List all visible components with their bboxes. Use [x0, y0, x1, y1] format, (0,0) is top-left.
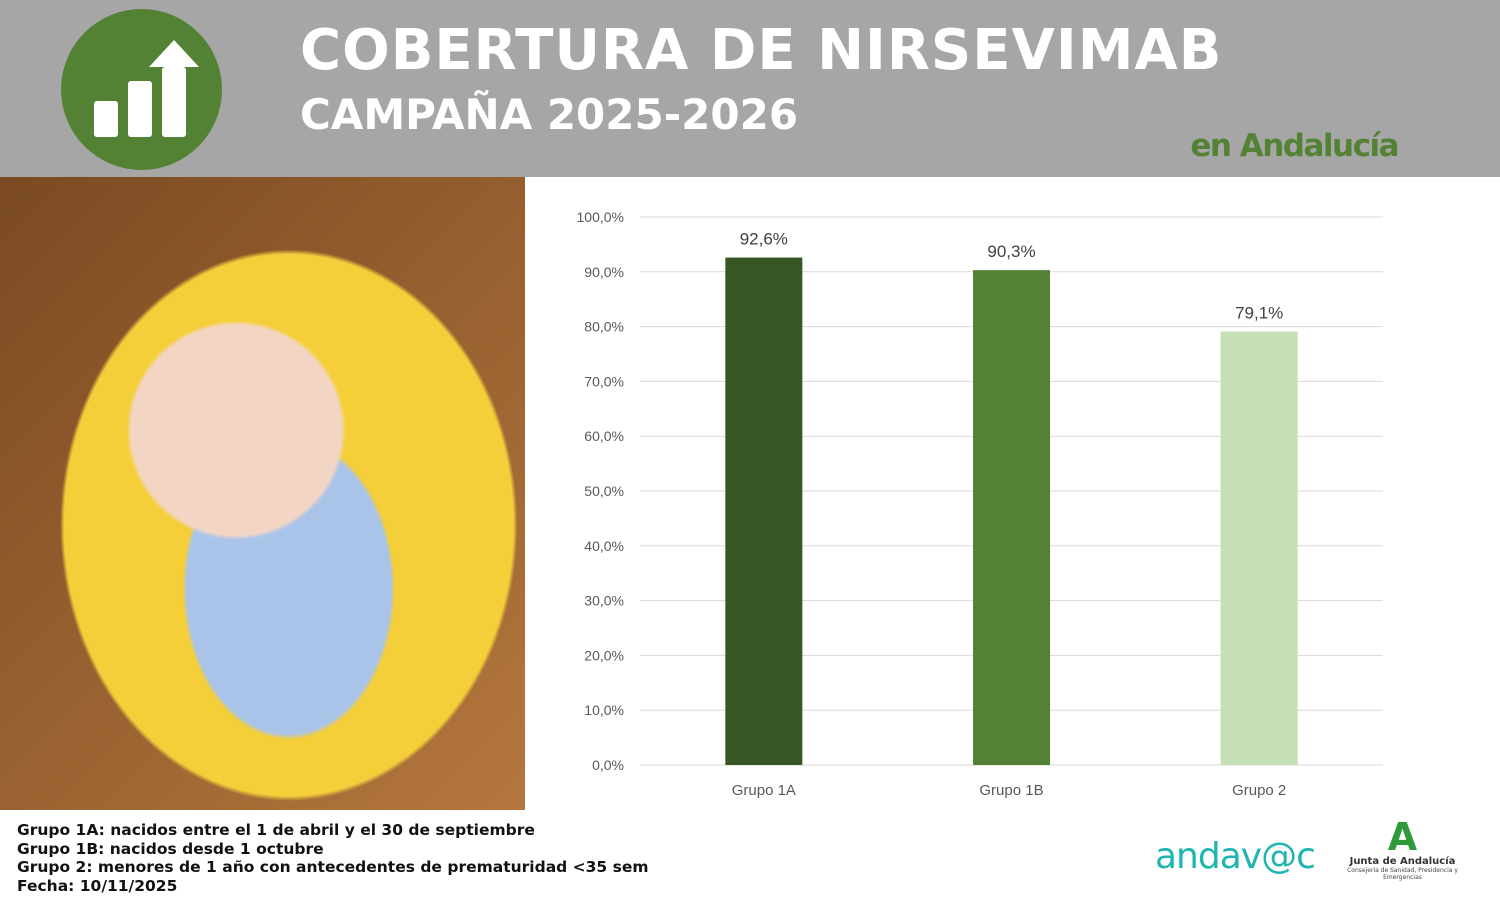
y-tick-label: 90,0% [584, 264, 624, 280]
header: COBERTURA DE NIRSEVIMAB CAMPAÑA 2025-202… [0, 0, 1500, 177]
y-tick-label: 60,0% [584, 428, 624, 444]
tagline: en Andalucía [1190, 128, 1399, 164]
bar [725, 257, 803, 765]
page-title: COBERTURA DE NIRSEVIMAB [300, 18, 1223, 83]
x-tick-label: Grupo 1A [732, 782, 796, 799]
bar [1220, 331, 1298, 765]
y-tick-label: 0,0% [592, 757, 624, 773]
y-tick-label: 50,0% [584, 483, 624, 499]
bar-chart: 0,0% 10,0% 20,0% 30,0% 40,0% 50,0% 60,0% 70,0% 8… [577, 209, 1383, 799]
note-date: Fecha: 10/11/2025 [17, 876, 178, 895]
junta-logo: A Junta de Andalucía Consejería de Sanid… [1340, 818, 1465, 881]
data-label: 90,3% [987, 242, 1035, 261]
baby-photo [0, 177, 525, 810]
note-grupo-2: Grupo 2: menores de 1 año con antecedent… [17, 858, 649, 876]
data-label: 92,6% [740, 230, 788, 249]
page-subtitle: CAMPAÑA 2025-2026 [300, 90, 799, 139]
y-tick-label: 10,0% [584, 702, 624, 718]
andavac-logo: andav@c [1155, 836, 1316, 877]
y-tick-label: 30,0% [584, 593, 624, 609]
y-tick-label: 100,0% [577, 209, 624, 225]
y-tick-label: 40,0% [584, 538, 624, 554]
x-tick-label: Grupo 1B [979, 782, 1043, 799]
junta-a-icon: A [1387, 815, 1418, 859]
note-grupo-1a: Grupo 1A: nacidos entre el 1 de abril y … [17, 821, 535, 839]
note-grupo-1b: Grupo 1B: nacidos desde 1 octubre [17, 839, 324, 858]
bar [973, 270, 1050, 765]
bar-chart-arrow-up-icon [61, 9, 222, 170]
x-tick-label: Grupo 2 [1232, 782, 1286, 799]
data-label: 79,1% [1235, 304, 1283, 323]
notes: Grupo 1A: nacidos entre el 1 de abril y … [17, 821, 649, 895]
y-tick-label: 80,0% [584, 319, 624, 335]
y-tick-label: 20,0% [584, 647, 624, 663]
y-tick-label: 70,0% [584, 373, 624, 389]
